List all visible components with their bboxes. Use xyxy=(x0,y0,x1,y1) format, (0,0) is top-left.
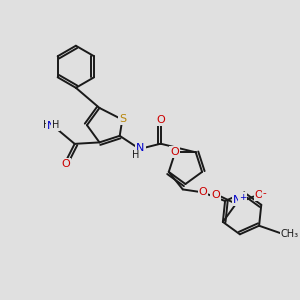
Text: H: H xyxy=(132,150,139,161)
Text: -: - xyxy=(263,188,266,198)
Text: H: H xyxy=(52,120,60,130)
Text: S: S xyxy=(119,114,126,124)
Text: N: N xyxy=(47,121,56,131)
Text: N: N xyxy=(136,143,145,153)
Text: CH₃: CH₃ xyxy=(280,229,298,238)
Text: O: O xyxy=(170,147,179,157)
Text: O: O xyxy=(254,190,263,200)
Text: N: N xyxy=(233,195,242,205)
Text: O: O xyxy=(61,159,70,169)
Text: +: + xyxy=(239,193,246,202)
Text: O: O xyxy=(156,115,165,125)
Text: O: O xyxy=(199,187,208,197)
Text: O: O xyxy=(211,190,220,200)
Text: H: H xyxy=(43,120,50,130)
